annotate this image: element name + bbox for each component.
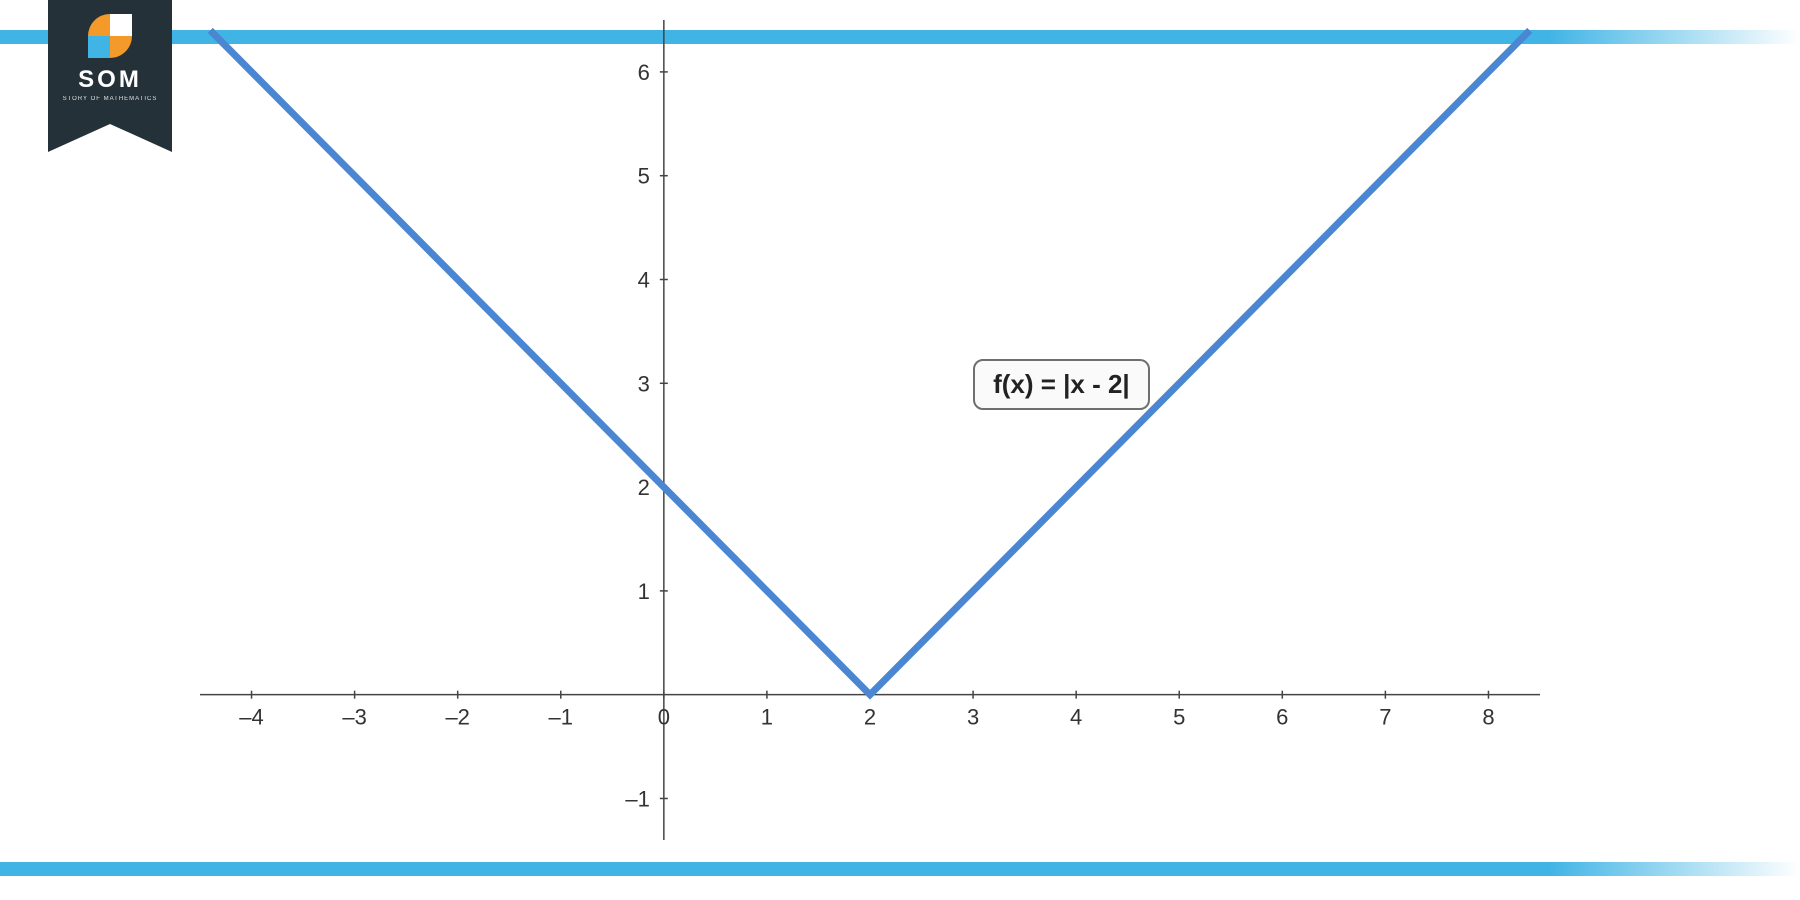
x-tick-label: 3: [967, 705, 979, 730]
x-tick-label: 5: [1173, 705, 1185, 730]
x-tick-label: 8: [1482, 705, 1494, 730]
badge-title: SOM: [48, 68, 172, 92]
equation-label: f(x) = |x - 2|: [973, 359, 1150, 410]
logo-q-tl: [88, 14, 110, 36]
y-tick-label: 1: [638, 579, 650, 604]
y-tick-label: 5: [638, 164, 650, 189]
x-tick-label: –1: [549, 705, 573, 730]
chart-container: –4 –3 –2 –1 0 1 2 3 4 5 6 7 8 –1 1 2 3 4 5 6: [200, 20, 1540, 840]
x-tick-label: –2: [445, 705, 469, 730]
x-tick-label: –3: [342, 705, 366, 730]
y-tick-label: 2: [638, 475, 650, 500]
x-tick-label: 7: [1379, 705, 1391, 730]
site-logo-icon: [88, 14, 132, 58]
x-tick-label: 0: [658, 705, 670, 730]
chart-svg: –4 –3 –2 –1 0 1 2 3 4 5 6 7 8 –1 1 2 3 4 5 6: [200, 20, 1540, 840]
x-tick-label: 2: [864, 705, 876, 730]
logo-q-br: [110, 36, 132, 58]
badge-subtitle: STORY OF MATHEMATICS: [48, 96, 172, 102]
bottom-accent-bar: [0, 862, 1800, 876]
y-tick-label: 4: [638, 267, 650, 292]
badge-tail: [48, 124, 172, 152]
x-tick-label: –4: [239, 705, 263, 730]
x-tick-label: 6: [1276, 705, 1288, 730]
x-tick-label: 4: [1070, 705, 1082, 730]
site-badge: SOM STORY OF MATHEMATICS: [48, 0, 172, 124]
y-tick-label: –1: [625, 786, 649, 811]
y-tick-label: 3: [638, 371, 650, 396]
logo-q-bl: [88, 36, 110, 58]
x-tick-label: 1: [761, 705, 773, 730]
logo-q-tr: [110, 14, 132, 36]
y-tick-label: 6: [638, 60, 650, 85]
function-line: [210, 30, 1529, 694]
